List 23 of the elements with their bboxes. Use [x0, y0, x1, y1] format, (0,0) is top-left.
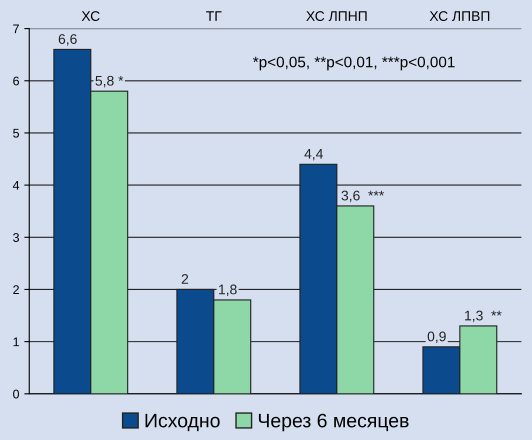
data-label: 1,3 ** [465, 310, 502, 322]
y-tick-label: 7 [13, 24, 19, 34]
x-tick-label: ХС [82, 11, 100, 21]
y-tick-label: 2 [13, 285, 19, 294]
legend-label: Через 6 месяцев [258, 414, 409, 432]
data-label: 1,8 [219, 284, 237, 296]
x-tick-label: ТГ [206, 11, 222, 21]
data-label: 3,6 *** [342, 190, 384, 202]
y-tick-label: 5 [13, 128, 20, 138]
legend-label: Исходно [146, 414, 220, 432]
annotation: *p<0,05, **p<0,01, ***p<0,001 [252, 56, 455, 70]
data-label: 4,4 [304, 149, 323, 160]
data-label: 6,6 [58, 34, 77, 46]
data-label: 0,9 [428, 331, 446, 343]
y-tick-label: 3 [13, 233, 19, 242]
y-tick-label: 1 [14, 338, 19, 346]
x-tick-label: ХС ЛПВП [430, 11, 490, 21]
x-tick-label: ХС ЛПНП [306, 11, 367, 21]
data-label: 5,8 * [95, 76, 124, 88]
data-label: 2 [182, 274, 188, 284]
y-tick-label: 6 [13, 76, 19, 86]
y-tick-label: 0 [13, 390, 20, 398]
y-tick-label: 4 [12, 181, 20, 190]
